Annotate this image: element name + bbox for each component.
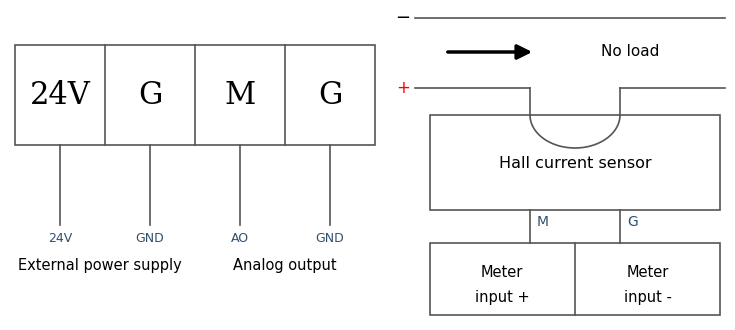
Bar [15,45,375,145]
Text: Meter: Meter [481,265,523,280]
Text: Hall current sensor: Hall current sensor [498,155,651,171]
Bar [430,243,720,315]
Text: Analog output: Analog output [233,258,337,273]
Text: input +: input + [475,290,529,305]
Text: M: M [224,80,256,111]
Text: External power supply: External power supply [18,258,182,273]
Text: M: M [537,215,549,229]
Text: Meter: Meter [627,265,669,280]
Text: input -: input - [624,290,672,305]
Text: No load: No load [600,45,659,59]
Text: AO: AO [231,232,249,245]
Text: 24V: 24V [48,232,72,245]
Text: GND: GND [315,232,345,245]
Text: +: + [396,79,410,97]
Text: G: G [137,80,162,111]
Text: GND: GND [136,232,165,245]
Bar [430,115,720,210]
Text: −: − [395,9,410,27]
Text: G: G [627,215,638,229]
Text: G: G [318,80,343,111]
Text: 24V: 24V [29,80,90,111]
